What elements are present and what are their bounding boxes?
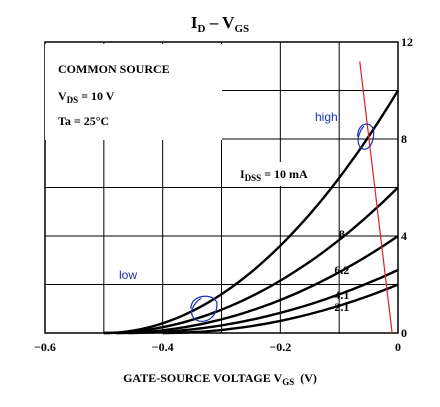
curve-label-2.1: 2.1 [334,300,349,314]
red-marker-line [359,61,393,334]
y-tick-label: 12 [401,35,413,49]
high-label: high [315,110,338,124]
curve-2.1 [162,283,399,335]
handwritten-annotations: high low [119,61,393,334]
annotation-line2-rest: = 10 V [78,89,115,103]
annotation-line3: Ta = 25°C [58,114,109,128]
y-tick-label: 0 [401,326,407,340]
y-tick-label: 8 [401,132,407,146]
x-tick-label: −0.2 [269,340,291,354]
annotation-panel [45,44,222,140]
title-var-sub: GS [234,23,249,35]
curve-10mA [103,89,400,335]
curve-8 [103,186,399,335]
title-sep: – [205,13,222,32]
curve-6.2 [115,235,399,335]
x-axis-label-unit: (V) [300,371,317,385]
x-tick-label: −0.4 [152,340,174,354]
low-label: low [119,268,137,282]
blue-circle-high [357,123,375,150]
y-tick-label: 4 [401,229,407,243]
idss-panel [237,162,332,186]
idss-label-sub: DSS [245,173,262,183]
curve-label-6.2: 6.2 [334,263,349,277]
idss-label-rest: = 10 mA [261,167,308,181]
curve-labels: 8 6.2 4.12.1 [334,227,349,314]
chart-title: ID – VGS [191,13,249,35]
title-main-sub: D [198,23,206,35]
annotation-line2-sub: DS [67,95,79,105]
curve-label-8: 8 [339,227,345,241]
blue-circle-low [190,295,218,322]
title-var: V [222,13,235,32]
annotation-line1: COMMON SOURCE [58,62,170,76]
annotation-line2-main: V [58,89,67,103]
idss-label-main: I [240,167,245,181]
x-tick-label: 0 [395,340,401,354]
annotation-line2: VDS = 10 V [58,89,115,105]
x-axis-label-sub: GS [282,377,294,387]
curve-4.1 [127,268,399,335]
x-axis-label: GATE-SOURCE VOLTAGE VGS (V) [123,371,317,387]
idss-label: IDSS = 10 mA [240,167,308,183]
curves [103,89,400,335]
title-main: I [191,13,198,32]
tick-labels: −0.6 −0.4 −0.2 00 4 8 12 [34,35,413,354]
curve-label-4.1: 4.1 [334,288,349,302]
x-tick-label: −0.6 [34,340,56,354]
x-axis-label-main: GATE-SOURCE VOLTAGE V [123,371,282,385]
